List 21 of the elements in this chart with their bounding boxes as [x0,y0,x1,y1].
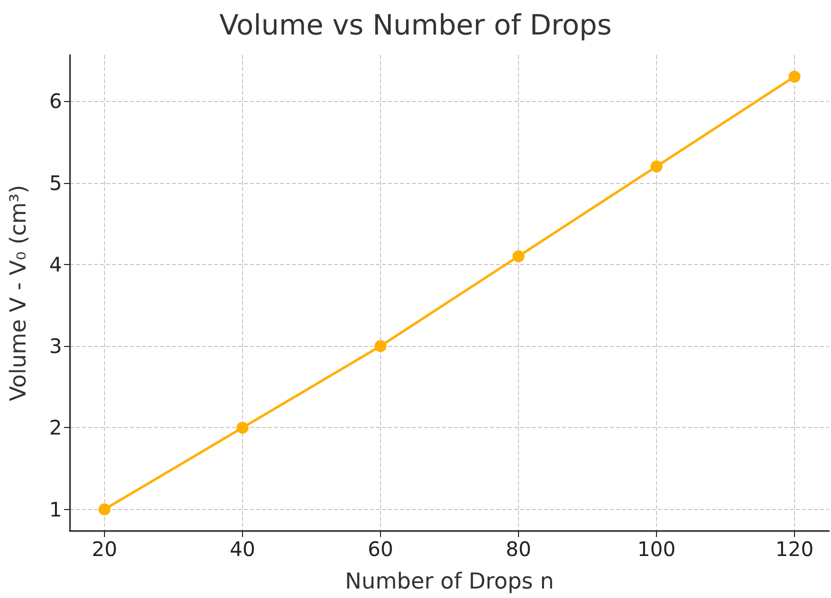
x-tick-label: 120 [775,537,814,561]
x-tick-label: 100 [637,537,676,561]
y-tick-label: 1 [49,497,62,522]
y-tick-label: 4 [49,252,62,276]
y-tick-label: 3 [49,334,62,358]
point [236,422,248,434]
point [512,250,524,262]
y-axis-title: Volume V - V₀ (cm³) [6,184,32,402]
x-tick-label: 80 [506,537,532,561]
x-tick-label: 40 [230,537,256,561]
point [374,340,386,352]
point [98,503,110,516]
x-tick-label: 20 [92,537,118,561]
y-tick-label: 6 [49,89,62,114]
y-tick-label: 2 [49,416,62,440]
point [650,160,662,172]
chart-title: Volume vs Number of Drops [219,8,612,42]
point [788,70,800,83]
y-tick-label: 5 [49,170,62,195]
x-tick-label: 60 [368,537,394,561]
x-axis-title: Number of Drops n [345,570,554,594]
